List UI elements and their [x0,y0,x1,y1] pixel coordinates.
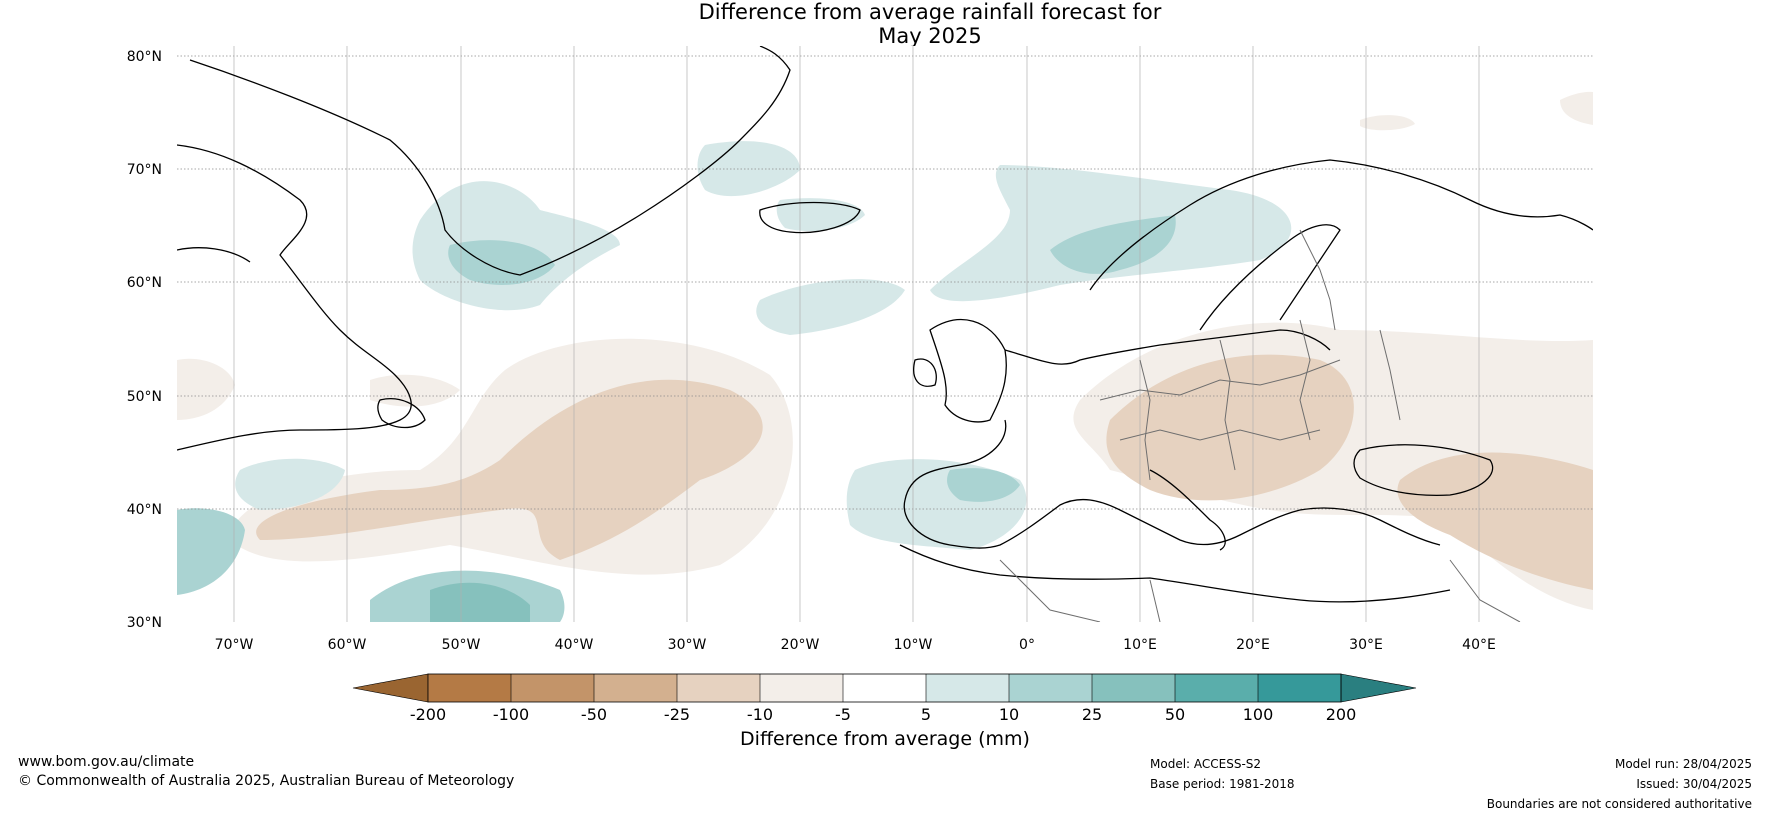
lon-label-20w: 20°W [781,637,820,653]
colorbar-segment [428,674,511,702]
colorbar-segment [843,674,926,702]
longitude-labels: 70°W 60°W 50°W 40°W 30°W 20°W 10°W 0° 10… [215,637,1496,653]
colorbar-tick: -100 [493,705,529,724]
lon-label-40w: 40°W [555,637,594,653]
map-title: Difference from average rainfall forecas… [0,0,1770,48]
colorbar: -200 -100 -50 -25 -10 -5 5 10 25 50 100 … [352,673,1417,750]
colorbar-tick: -50 [581,705,607,724]
colorbar-segment [1258,674,1341,702]
lat-label-80: 80°N [127,49,162,65]
colorbar-tick: -200 [410,705,446,724]
lon-label-30e: 30°E [1349,637,1383,653]
lat-label-30: 30°N [127,615,162,631]
lon-label-70w: 70°W [215,637,254,653]
lon-label-50w: 50°W [442,637,481,653]
colorbar-high-extend [1340,673,1417,703]
lon-label-0: 0° [1019,637,1035,653]
website-link[interactable]: www.bom.gov.au/climate [18,754,195,770]
disclaimer-text: Boundaries are not considered authoritat… [1486,797,1752,811]
colorbar-segment [1009,674,1092,702]
lon-label-40e: 40°E [1462,637,1496,653]
colorbar-segment [594,674,677,702]
title-line-1: Difference from average rainfall forecas… [698,0,1162,24]
coastlines [177,46,1593,603]
colorbar-segment [1175,674,1258,702]
colorbar-tick: 200 [1326,705,1357,724]
colorbar-segment [1092,674,1175,702]
latitude-labels: 80°N 70°N 60°N 50°N 40°N 30°N [127,49,162,631]
lat-label-70: 70°N [127,162,162,178]
colorbar-tick: 10 [999,705,1019,724]
lat-label-60: 60°N [127,275,162,291]
colorbar-segment [511,674,594,702]
lat-label-50: 50°N [127,389,162,405]
base-period-text: Base period: 1981-2018 [1150,777,1295,791]
colorbar-tick: -25 [664,705,690,724]
lon-label-60w: 60°W [328,637,367,653]
lat-label-40: 40°N [127,502,162,518]
model-run-text: Model run: 28/04/2025 [1614,757,1752,771]
footer-right: Model run: 28/04/2025 Issued: 30/04/2025… [1487,754,1752,814]
colorbar-segment [760,674,843,702]
country-borders [999,229,1521,622]
title-line-2: May 2025 [878,24,982,48]
lon-label-10e: 10°E [1123,637,1157,653]
colorbar-tick-labels: -200 -100 -50 -25 -10 -5 5 10 25 50 100 … [410,705,1356,724]
colorbar-tick: 25 [1082,705,1102,724]
colorbar-title: Difference from average (mm) [740,728,1030,750]
lon-label-30w: 30°W [668,637,707,653]
footer-left: www.bom.gov.au/climate © Commonwealth of… [18,753,514,791]
map-area [177,46,1593,622]
colorbar-tick: 100 [1243,705,1274,724]
graticule [177,55,1593,510]
issued-text: Issued: 30/04/2025 [1636,777,1752,791]
model-text: Model: ACCESS-S2 [1150,757,1262,771]
colorbar-tick: -10 [747,705,773,724]
copyright-text: © Commonwealth of Australia 2025, Austra… [18,773,515,789]
footer-middle: Model: ACCESS-S2 Base period: 1981-2018 [1150,754,1295,794]
colorbar-segment [926,674,1009,702]
meridians [233,46,1480,622]
colorbar-low-extend [352,673,429,703]
colorbar-tick: -5 [835,705,851,724]
colorbar-tick: 50 [1165,705,1185,724]
lon-label-20e: 20°E [1236,637,1270,653]
lon-label-10w: 10°W [894,637,933,653]
colorbar-segment [677,674,760,702]
colorbar-tick: 5 [921,705,931,724]
